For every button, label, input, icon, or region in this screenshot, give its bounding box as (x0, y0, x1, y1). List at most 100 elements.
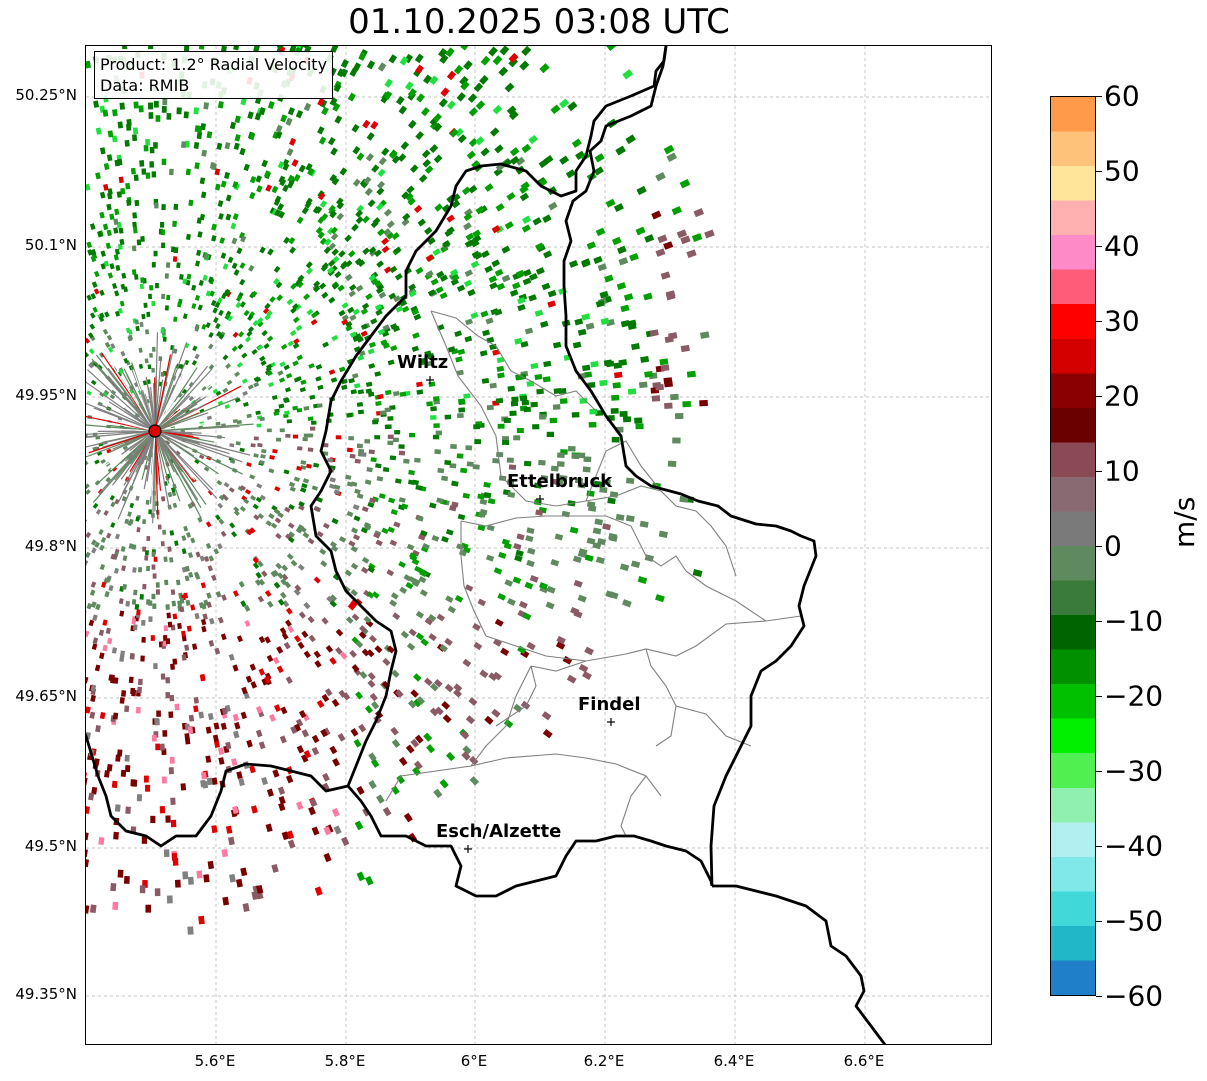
radar-pixel (241, 686, 248, 695)
lon-tick: 6°E (460, 1052, 488, 1070)
radar-pixel (186, 273, 192, 280)
radar-pixel (94, 270, 100, 278)
radar-pixel (303, 433, 310, 438)
radar-pixel (224, 404, 230, 409)
radar-pixel (217, 616, 224, 624)
radar-pixel (193, 705, 199, 713)
radar-pixel (472, 464, 480, 470)
radar-pixel (464, 584, 474, 592)
radar-pixel (296, 354, 304, 361)
radar-pixel (680, 235, 691, 245)
radar-pixel (456, 543, 465, 551)
radar-pixel (307, 537, 315, 545)
radar-pixel (386, 220, 395, 229)
radar-pixel (187, 876, 194, 885)
radar-pixel (419, 569, 428, 578)
radar-pixel (455, 356, 463, 363)
radar-pixel (170, 487, 176, 493)
radar-pixel (352, 308, 361, 316)
radar-pixel (378, 156, 387, 166)
radar-pixel (110, 883, 117, 892)
radar-pixel (427, 289, 436, 297)
radar-pixel (529, 575, 539, 583)
radar-streak (154, 430, 181, 469)
radar-pixel (99, 312, 105, 319)
radar-pixel (490, 308, 499, 316)
radar-pixel (370, 277, 379, 285)
radar-pixel (462, 745, 472, 755)
radar-pixel (595, 410, 604, 416)
radar-pixel (444, 414, 452, 420)
radar-map[interactable] (86, 46, 992, 1045)
radar-pixel (298, 164, 306, 173)
radar-pixel (629, 253, 639, 262)
radar-pixel (296, 745, 305, 754)
radar-pixel (261, 678, 269, 686)
map-area[interactable] (85, 45, 992, 1045)
radar-pixel (285, 117, 293, 126)
radar-pixel (441, 204, 451, 213)
radar-pixel (686, 370, 696, 378)
radar-pixel (217, 200, 224, 208)
radar-pixel (110, 522, 116, 528)
lon-tick: 5.6°E (194, 1052, 236, 1070)
radar-pixel (182, 313, 188, 320)
radar-pixel (145, 784, 151, 792)
radar-pixel (193, 696, 199, 704)
radar-pixel (233, 269, 240, 276)
radar-pixel (592, 542, 602, 550)
radar-pixel (146, 599, 151, 605)
radar-pixel (463, 208, 473, 217)
radar-pixel (104, 341, 111, 348)
radar-pixel (515, 549, 524, 557)
radar-pixel (232, 419, 239, 424)
radar-pixel (383, 208, 392, 217)
radar-pixel (292, 303, 299, 310)
radar-pixel (227, 256, 234, 264)
radar-pixel (103, 162, 110, 170)
radar-pixel (194, 323, 200, 330)
radar-pixel (139, 321, 144, 328)
radar-pixel (133, 227, 138, 234)
radar-pixel (464, 335, 473, 343)
radar-pixel (420, 357, 428, 364)
radar-pixel (378, 291, 387, 299)
radar-pixel (489, 382, 497, 389)
radar-pixel (588, 422, 597, 428)
radar-pixel (368, 780, 377, 790)
radar-pixel (207, 565, 214, 572)
lat-tick: 50.25°N (15, 86, 77, 104)
radar-pixel (160, 229, 166, 236)
radar-pixel (120, 546, 126, 552)
radar-pixel (362, 215, 370, 224)
radar-pixel (534, 373, 543, 381)
radar-pixel (314, 660, 322, 668)
radar-pixel (282, 600, 290, 608)
colorbar-tick-label: −50 (1104, 904, 1164, 938)
radar-pixel (639, 520, 649, 528)
radar-pixel (275, 437, 282, 442)
radar-pixel (699, 399, 708, 407)
radar-pixel (416, 515, 424, 522)
radar-pixel (470, 260, 480, 269)
colorbar-label: m/s (1168, 496, 1201, 548)
radar-pixel (176, 262, 181, 269)
radar-pixel (113, 254, 119, 261)
radar-pixel (351, 373, 359, 379)
radar-pixel (377, 228, 386, 237)
radar-pixel (246, 739, 253, 748)
radar-pixel (163, 849, 170, 858)
city-label-wiltz: Wiltz (397, 352, 449, 373)
radar-pixel (367, 672, 376, 681)
radar-pixel (173, 203, 179, 210)
radar-pixel (89, 904, 97, 914)
radar-pixel (461, 751, 471, 761)
radar-pixel (235, 295, 243, 302)
radar-pixel (582, 671, 592, 680)
radar-pixel (206, 415, 212, 420)
radar-pixel (146, 535, 151, 542)
radar-pixel (114, 804, 121, 812)
radar-pixel (287, 536, 295, 544)
radar-pixel (496, 282, 506, 291)
radar-pixel (188, 714, 195, 722)
